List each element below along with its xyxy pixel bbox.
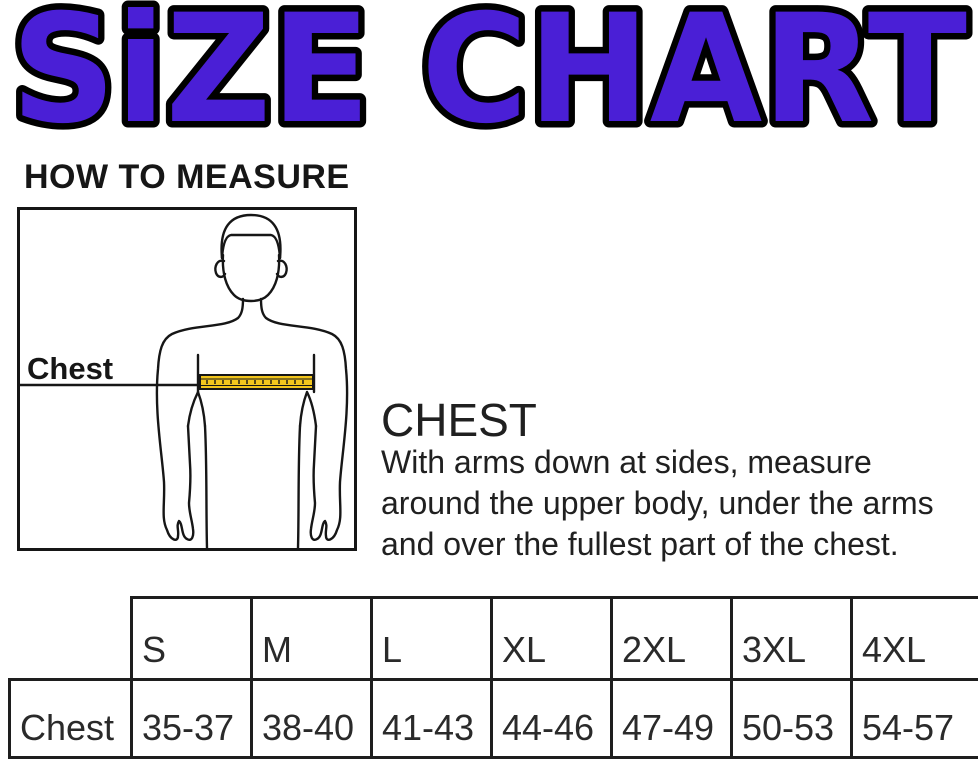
- chest-range-cell: 38-40: [250, 678, 373, 759]
- chest-diagram-label: Chest: [27, 351, 114, 386]
- chest-instruction-text: With arms down at sides, measure around …: [381, 442, 934, 565]
- chest-instruction-heading: CHEST: [381, 394, 537, 446]
- tape-band: [199, 374, 314, 390]
- instruction-line: and over the fullest part of the chest.: [381, 526, 899, 562]
- size-column-header: S: [130, 596, 253, 678]
- instruction-line: With arms down at sides, measure: [381, 444, 872, 480]
- chest-range-cell: 44-46: [490, 678, 613, 759]
- figure-right-side: [259, 297, 349, 541]
- torso-figure-illustration: [20, 213, 349, 548]
- chest-range-cell: 54-57: [850, 678, 978, 759]
- figure-ear-right: [275, 259, 288, 279]
- chest-range-cell: 41-43: [370, 678, 493, 759]
- size-table-chest-row: Chest 35-37 38-40 41-43 44-46 47-49 50-5…: [8, 678, 978, 759]
- figure-underarm-left: [186, 390, 207, 428]
- size-column-header: M: [250, 596, 373, 678]
- figure-underarm-right: [298, 390, 318, 428]
- size-table-header-row: S M L XL 2XL 3XL 4XL: [130, 596, 978, 678]
- figure-hair: [220, 213, 282, 260]
- tape-measure: [199, 374, 314, 390]
- title-banner: SiZE CHART: [5, 0, 974, 152]
- tape-tick-marks: [206, 380, 304, 384]
- figure-face: [221, 253, 281, 303]
- figure-torso-left: [203, 424, 209, 548]
- chest-range-cell: 50-53: [730, 678, 853, 759]
- page-title: SiZE CHART: [11, 0, 967, 152]
- figure-left-side: [155, 297, 245, 541]
- size-column-header: 3XL: [730, 596, 853, 678]
- chest-row-label: Chest: [8, 678, 133, 759]
- chest-range-cell: 47-49: [610, 678, 733, 759]
- figure-ear-left: [214, 259, 227, 279]
- figure-hair-fringe: [220, 233, 282, 260]
- how-to-measure-heading: HOW TO MEASURE: [24, 158, 350, 196]
- figure-torso-right: [296, 424, 302, 548]
- size-column-header: XL: [490, 596, 613, 678]
- size-column-header: L: [370, 596, 493, 678]
- size-column-header: 2XL: [610, 596, 733, 678]
- chest-range-cell: 35-37: [130, 678, 253, 759]
- tape-inner-lines: [200, 378, 313, 386]
- instruction-line: around the upper body, under the arms: [381, 485, 934, 521]
- size-column-header: 4XL: [850, 596, 978, 678]
- measure-diagram-box: Chest: [17, 207, 357, 551]
